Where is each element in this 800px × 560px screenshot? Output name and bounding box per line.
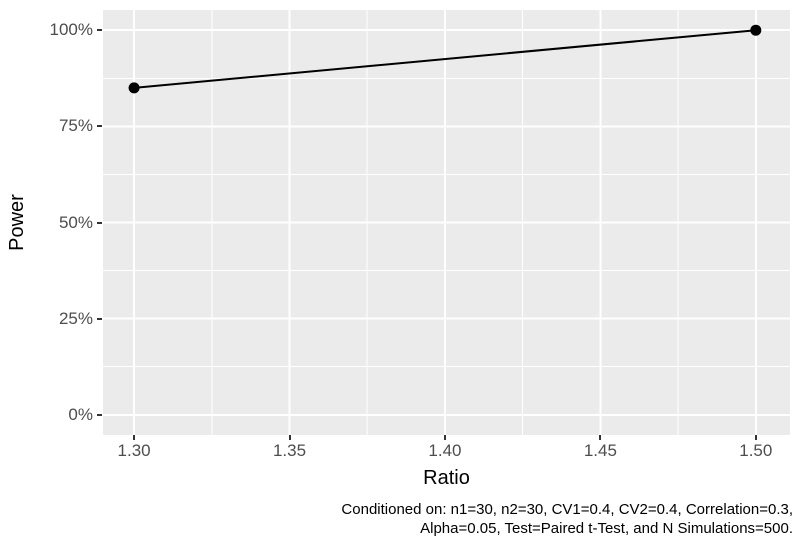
x-axis-title: Ratio (423, 467, 470, 489)
x-tick-label: 1.50 (739, 441, 773, 460)
caption-line-1: Conditioned on: n1=30, n2=30, CV1=0.4, C… (341, 501, 793, 518)
series-line (133, 29, 756, 89)
y-tick-label: 25% (58, 308, 93, 328)
x-tick-mark (133, 435, 136, 440)
y-tick-label: 75% (58, 116, 93, 136)
y-tick-mark (97, 221, 102, 224)
y-tick-label: 0% (68, 404, 93, 424)
data-point (128, 82, 140, 94)
plot-caption: Conditioned on: n1=30, n2=30, CV1=0.4, C… (341, 500, 793, 538)
caption-line-2: Alpha=0.05, Test=Paired t-Test, and N Si… (420, 520, 793, 537)
y-tick-label: 50% (58, 212, 93, 232)
y-tick-mark (97, 29, 102, 32)
y-tick-mark (97, 125, 102, 128)
y-axis-title-wrap: Power (4, 10, 30, 435)
x-tick-label: 1.45 (583, 441, 617, 460)
y-tick-mark (97, 317, 102, 320)
x-tick-label: 1.40 (428, 441, 462, 460)
y-axis-title: Power (5, 194, 28, 251)
x-tick-mark (599, 435, 602, 440)
plot-panel (103, 10, 790, 435)
y-tick-label: 100% (49, 20, 93, 40)
plot-area-svg (103, 10, 790, 435)
x-tick-mark (443, 435, 446, 440)
x-tick-label: 1.35 (272, 441, 307, 460)
y-tick-mark (97, 413, 102, 416)
x-tick-mark (754, 435, 757, 440)
x-tick-label: 1.30 (117, 441, 151, 460)
data-point (750, 24, 762, 36)
x-tick-mark (288, 435, 291, 440)
